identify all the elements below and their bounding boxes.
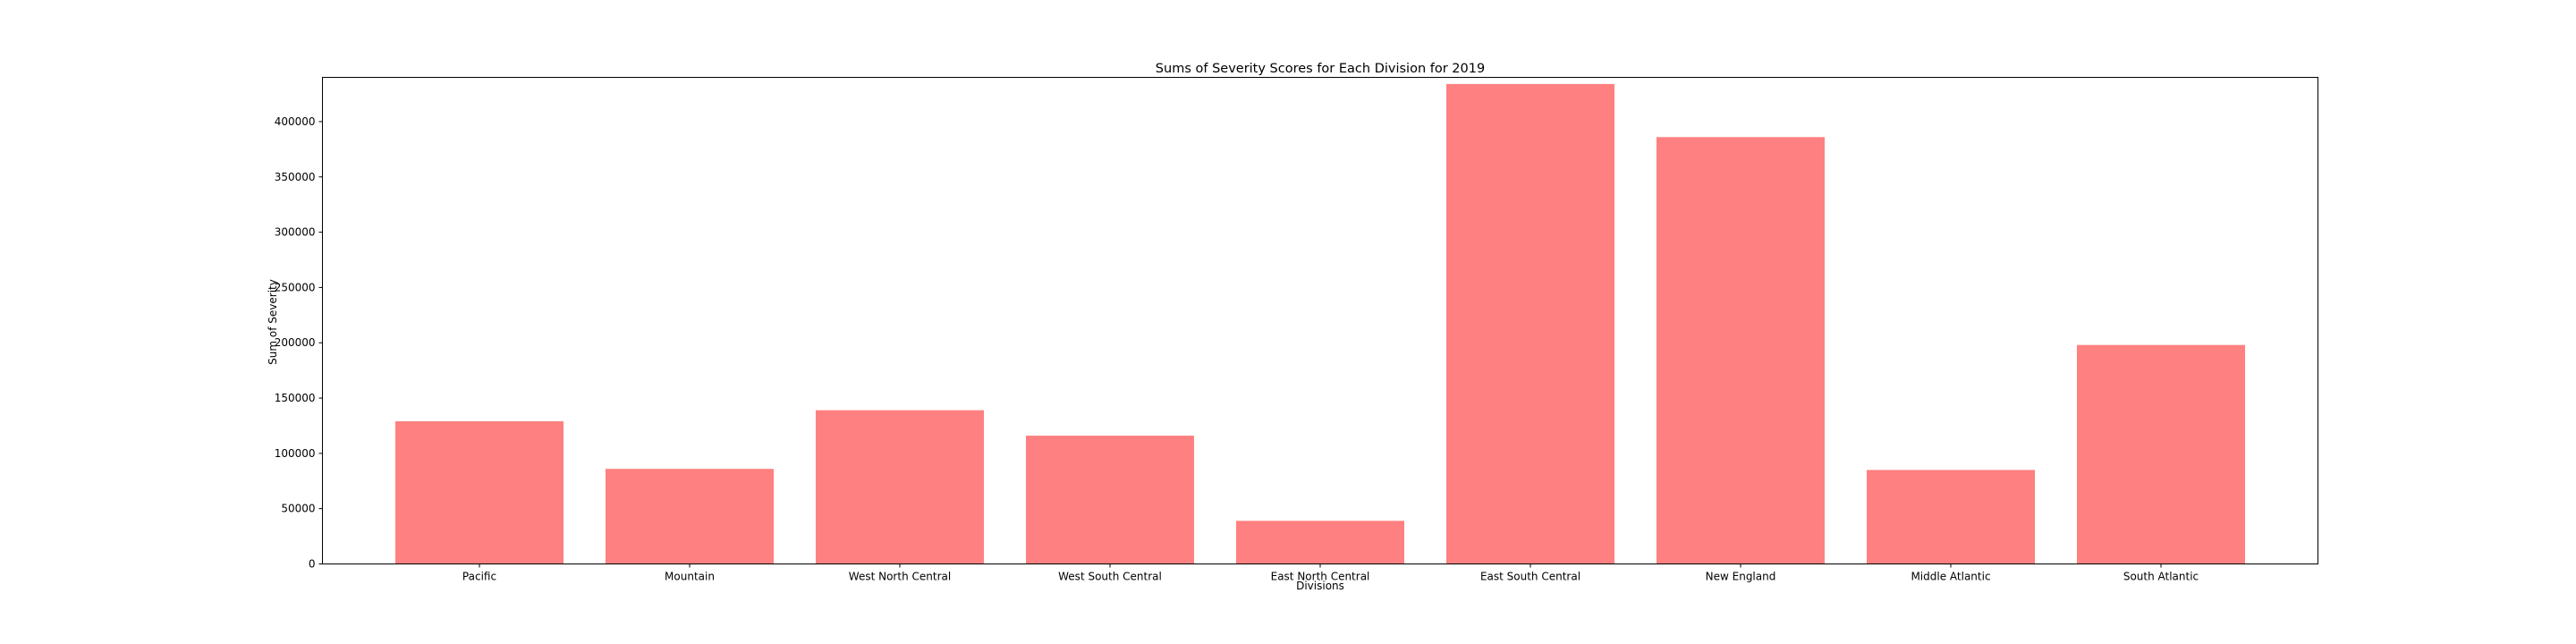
y-tick-label: 150000 [275, 392, 316, 404]
x-tick-label: West North Central [849, 571, 951, 583]
bar-middle-atlantic [1867, 470, 2035, 564]
x-tick-label: Middle Atlantic [1911, 571, 1990, 583]
bars-group [395, 83, 2245, 564]
x-tick-label: New England [1706, 571, 1776, 583]
bar-west-north-central [816, 410, 984, 564]
x-tick-label: South Atlantic [2123, 571, 2199, 583]
x-axis: Pacific Mountain West North Central West So… [462, 564, 2199, 583]
x-axis-label: Divisions [1296, 580, 1344, 592]
chart-title: Sums of Severity Scores for Each Divisio… [1156, 62, 1485, 76]
y-tick-label: 100000 [275, 447, 316, 460]
bar-south-atlantic [2077, 344, 2245, 564]
y-tick-label: 400000 [275, 115, 316, 128]
plot-frame [322, 77, 2318, 564]
bar-east-north-central [1236, 521, 1404, 564]
y-tick-label: 300000 [275, 226, 316, 239]
x-tick-label: East North Central [1271, 571, 1370, 583]
x-tick-label: Pacific [462, 571, 496, 583]
y-tick-label: 250000 [275, 281, 316, 293]
x-tick-label: Mountain [665, 571, 715, 583]
y-tick-label: 350000 [275, 171, 316, 183]
x-tick-label: West South Central [1058, 571, 1162, 583]
y-axis: 0 50000 100000 150000 200000 250000 300000 3500… [275, 115, 323, 571]
y-tick-label: 0 [309, 558, 316, 571]
y-axis-label: Sum of Severity [267, 279, 279, 365]
y-tick-label: 200000 [275, 336, 316, 349]
x-tick-label: East South Central [1480, 571, 1580, 583]
bar-mountain [606, 469, 774, 564]
bar-west-south-central [1026, 436, 1194, 564]
bar-east-south-central [1446, 83, 1614, 564]
y-tick-label: 50000 [281, 503, 315, 515]
bar-pacific [395, 421, 564, 564]
bar-new-england [1657, 137, 1825, 564]
